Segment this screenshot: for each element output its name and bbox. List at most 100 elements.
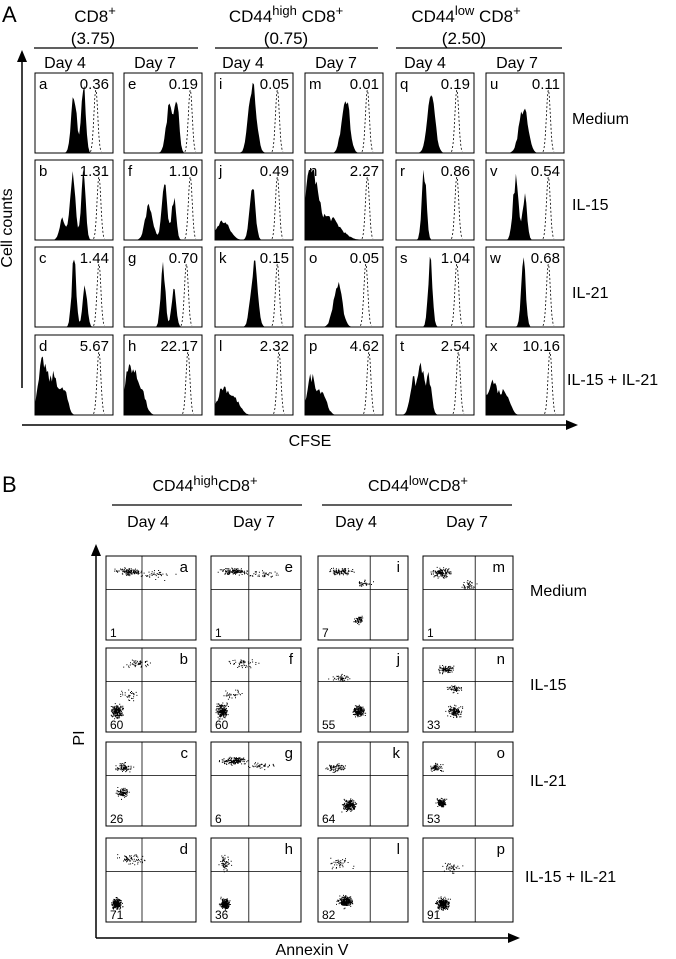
histogram-fill [124,184,202,240]
histogram-fill [35,85,113,153]
dotplot-quadrant-percentage: 1 [110,626,117,640]
dotplot-panel: d 71 [105,837,197,923]
histogram-percentage: 1.31 [80,163,109,180]
panel-b-group-header-2: CD44lowCD8+ [368,473,468,495]
control-histogram-line [451,176,463,240]
histogram-frame [123,72,203,154]
histogram-letter: w [489,250,501,267]
panel-a-condition-label: IL-15 [572,197,609,214]
dotplot-letter: o [497,745,505,762]
panel-a-label: A [2,2,17,27]
histogram-letter: e [128,76,136,93]
histogram-letter: m [309,76,322,93]
dotplot-events [435,862,464,912]
histogram-percentage: 0.05 [260,76,289,93]
histogram-fill [486,379,564,415]
panel-a-day-label: Day 7 [496,55,538,72]
dotplot-events [114,567,177,581]
histogram-percentage: 0.68 [531,250,560,267]
control-histogram-line [184,89,197,153]
panel-b-day-label: Day 7 [446,514,488,531]
histogram-panel: t 2.54 [395,334,475,416]
histogram-fill [305,281,383,327]
control-histogram-line [363,351,375,415]
histogram-panel: h 22.17 [123,334,203,416]
dotplot-letter: e [285,559,293,576]
dotplot-quadrant-percentage: 71 [110,908,124,922]
histogram-letter: s [400,250,408,267]
histogram-panel: c 1.44 [34,246,114,328]
histogram-percentage: 0.19 [169,76,198,93]
histogram-panel: i 0.05 [214,72,294,154]
control-histogram-line [93,351,105,415]
histogram-percentage: 0.54 [531,163,560,180]
control-histogram-line [273,351,285,415]
histogram-fill [215,82,293,153]
histogram-percentage: 0.01 [350,76,379,93]
panel-b-day-label: Day 4 [335,514,377,531]
histogram-panel: g 0.70 [123,246,203,328]
histogram-fill [396,362,474,415]
panel-b-dotplot-grid: a1e1i7m1b60f60j55n33c26g6k64o53d71h36l82… [105,555,514,923]
histogram-percentage: 2.27 [350,163,379,180]
dotplot-quadrant-percentage: 6 [215,812,222,826]
panel-a-group-header-1: CD8+ (3.75) [71,3,116,48]
panel-a-condition-label: Medium [572,111,629,128]
panel-a-condition-label: IL-15 + IL-21 [567,372,658,389]
histogram-fill [215,189,293,240]
dotplot-events [328,673,367,718]
histogram-panel: m 0.01 [304,72,384,154]
histogram-panel: d 5.67 [34,334,114,416]
dotplot-letter: d [180,841,188,858]
panel-a-group-header-3: CD44low CD8+ (2.50) [411,3,520,48]
histogram-percentage: 2.32 [260,338,289,355]
panel-a-day-label: Day 4 [404,55,446,72]
histogram-panel: s 1.04 [395,246,475,328]
control-histogram-line [542,176,555,240]
dotplot-events [217,567,279,578]
dotplot-events [115,762,135,800]
dotplot-panel: p 91 [422,837,514,923]
dotplot-letter: h [285,841,293,858]
dotplot-quadrant-percentage: 1 [427,626,434,640]
dotplot-letter: b [180,651,188,668]
control-histogram-line [361,176,374,240]
svg-text:(2.50): (2.50) [442,29,486,48]
dotplot-letter: a [180,559,189,576]
svg-text:(0.75): (0.75) [264,29,308,48]
dotplot-panel: f 60 [210,647,302,733]
panel-b-day-label: Day 7 [233,514,275,531]
histogram-panel: e 0.19 [123,72,203,154]
control-histogram-line [452,351,465,415]
dotplot-frame [105,741,197,827]
histogram-fill [124,261,202,327]
histogram-panel: u 0.11 [485,72,565,154]
histogram-frame [395,159,475,241]
control-histogram-line [271,263,284,327]
dotplot-panel: i7 [317,555,409,641]
panel-b-x-axis-label: Annexin V [276,942,349,959]
dotplot-frame [422,741,514,827]
panel-a-y-axis-arrow [17,50,27,62]
histogram-percentage: 2.54 [441,338,470,355]
dotplot-quadrant-percentage: 7 [322,626,329,640]
histogram-percentage: 22.17 [160,338,198,355]
histogram-panel: a 0.36 [34,72,114,154]
dotplot-panel: g6 [210,741,302,827]
histogram-letter: b [39,163,47,180]
histogram-letter: p [309,338,317,355]
dotplot-frame [317,741,409,827]
histogram-letter: d [39,338,47,355]
histogram-letter: o [309,250,317,267]
dotplot-quadrant-percentage: 26 [110,812,124,826]
panel-b-group-header-1: CD44highCD8+ [152,473,257,495]
histogram-fill [396,95,474,153]
control-histogram-line [271,89,284,153]
dotplot-events [325,763,358,813]
histogram-fill [305,373,383,415]
panel-a-x-axis-arrow [566,420,578,430]
panel-a-x-axis-label: CFSE [289,433,332,450]
control-histogram-line [451,89,463,153]
control-histogram-line [361,89,374,153]
